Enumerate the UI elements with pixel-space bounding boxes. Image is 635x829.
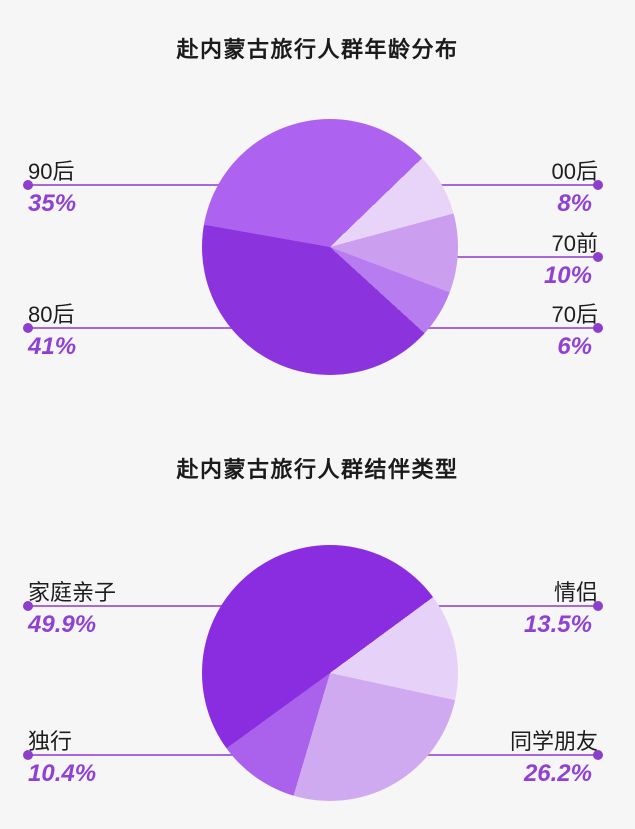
slice-category-label: 70前	[551, 231, 598, 256]
slice-percent-label: 8%	[557, 190, 592, 217]
slice-category-label: 70后	[551, 302, 598, 327]
slice-percent-label: 41%	[28, 333, 77, 360]
leader-line	[330, 754, 598, 756]
chart-title: 赴内蒙古旅行人群结伴类型	[176, 457, 459, 482]
leader-line	[330, 184, 598, 186]
slice-category-label: 90后	[28, 159, 75, 184]
slice-percent-label: 10%	[543, 262, 592, 289]
companion-pie	[202, 545, 458, 801]
age-pie	[202, 119, 458, 375]
leader-dot	[23, 180, 33, 190]
leader-dot	[593, 750, 603, 760]
age-distribution-chart: 赴内蒙古旅行人群年龄分布 90后 35% 00后 8% 70前 10% 70后 …	[23, 37, 603, 375]
companion-type-chart: 赴内蒙古旅行人群结伴类型 家庭亲子 49.9% 情侣 13.5% 同学朋友 26…	[0, 420, 635, 829]
leader-dot	[593, 601, 603, 611]
slice-category-label: 独行	[28, 729, 73, 754]
leader-line	[330, 256, 598, 258]
leader-dot	[23, 323, 33, 333]
leader-dot	[593, 180, 603, 190]
slice-category-label: 同学朋友	[509, 729, 598, 754]
slice-category-label: 80后	[28, 302, 75, 327]
slice-percent-label: 49.9%	[28, 611, 97, 638]
slice-percent-label: 6%	[557, 333, 592, 360]
leader-line	[330, 605, 598, 607]
slice-percent-label: 26.2%	[523, 760, 592, 787]
slice-percent-label: 13.5%	[523, 611, 592, 638]
chart-title: 赴内蒙古旅行人群年龄分布	[176, 37, 459, 62]
slice-category-label: 00后	[551, 159, 598, 184]
leader-line	[28, 754, 330, 756]
leader-line	[28, 605, 330, 607]
slice-percent-label: 10.4%	[28, 760, 97, 787]
leader-dot	[23, 601, 33, 611]
leader-line	[28, 184, 330, 186]
slice-percent-label: 35%	[28, 190, 77, 217]
slice-category-label: 家庭亲子	[28, 580, 117, 605]
leader-dot	[593, 252, 603, 262]
leader-dot	[23, 750, 33, 760]
leader-dot	[593, 323, 603, 333]
leader-line	[28, 327, 330, 329]
leader-line	[330, 327, 598, 329]
slice-category-label: 情侣	[553, 580, 598, 605]
